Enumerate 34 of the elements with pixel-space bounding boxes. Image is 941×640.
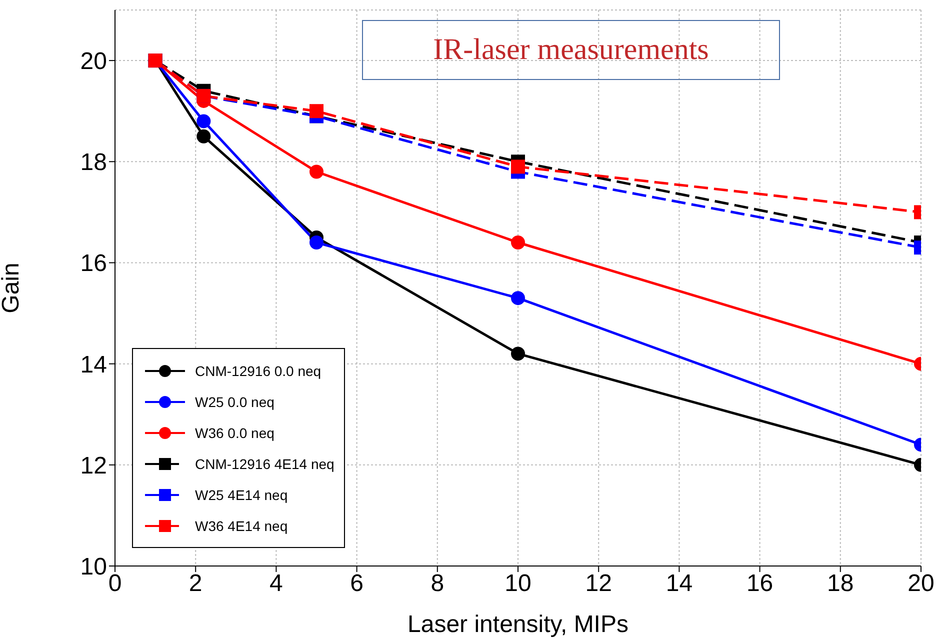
y-axis-title: Gain — [0, 262, 25, 314]
y-tick-label: 14 — [80, 351, 107, 378]
x-tick-label: 0 — [108, 570, 122, 598]
x-tick-label: 12 — [585, 570, 612, 598]
point — [511, 160, 525, 174]
legend-label: CNM-12916 4E14 neq — [195, 456, 334, 472]
point — [310, 236, 324, 250]
y-tick-label: 12 — [80, 452, 107, 480]
y-tick-label: 16 — [80, 250, 107, 278]
y-tick-label: 18 — [80, 149, 107, 176]
x-axis-title: Laser intensity, MIPs — [408, 611, 628, 638]
y-tick-label: 20 — [80, 48, 107, 76]
legend-label: CNM-12916 0.0 neq — [195, 362, 322, 378]
point — [310, 164, 324, 179]
x-tick-label: 4 — [270, 570, 283, 598]
legend-label: W36 4E14 neq — [195, 518, 288, 534]
x-tick-label: 8 — [430, 570, 444, 598]
x-tick-label: 20 — [908, 570, 934, 598]
legend-label: W25 0.0 neq — [195, 394, 274, 410]
x-tick-label: 10 — [504, 570, 532, 598]
point — [310, 104, 324, 118]
x-tick-label: 2 — [188, 570, 202, 598]
x-tick-label: 14 — [666, 570, 693, 598]
point — [511, 236, 525, 250]
x-tick-label: 18 — [827, 570, 854, 598]
point — [196, 114, 211, 128]
legend-label: W36 0.0 neq — [195, 424, 274, 440]
legend-label: W25 4E14 neq — [195, 486, 288, 502]
point — [511, 291, 525, 306]
point — [196, 129, 211, 144]
x-tick-label: 16 — [746, 570, 774, 598]
point — [511, 346, 525, 361]
x-tick-label: 6 — [350, 570, 364, 598]
caption-frame: IR-laser measurements — [362, 20, 780, 80]
